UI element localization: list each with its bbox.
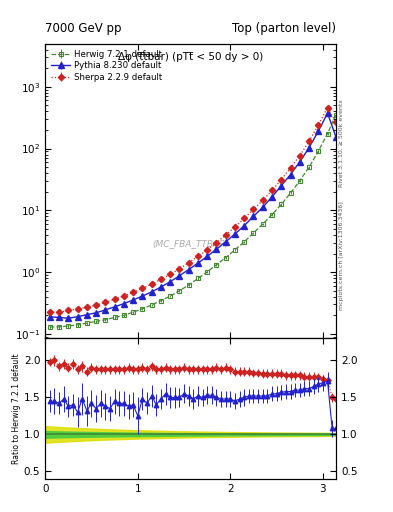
Legend: Herwig 7.2.1 default, Pythia 8.230 default, Sherpa 2.2.9 default: Herwig 7.2.1 default, Pythia 8.230 defau… — [50, 48, 163, 83]
Text: mcplots.cern.ch [arXiv:1306.3436]: mcplots.cern.ch [arXiv:1306.3436] — [339, 202, 344, 310]
Text: 7000 GeV pp: 7000 GeV pp — [45, 22, 122, 35]
Text: Top (parton level): Top (parton level) — [232, 22, 336, 35]
Text: (MC_FBA_TTBAR): (MC_FBA_TTBAR) — [152, 240, 229, 248]
Text: Δφ (t̅tbar) (pTt̅ < 50 dy > 0): Δφ (t̅tbar) (pTt̅ < 50 dy > 0) — [118, 52, 263, 62]
Text: Rivet 3.1.10, ≥ 500k events: Rivet 3.1.10, ≥ 500k events — [339, 99, 344, 187]
Y-axis label: Ratio to Herwig 7.2.1 default: Ratio to Herwig 7.2.1 default — [12, 353, 21, 464]
